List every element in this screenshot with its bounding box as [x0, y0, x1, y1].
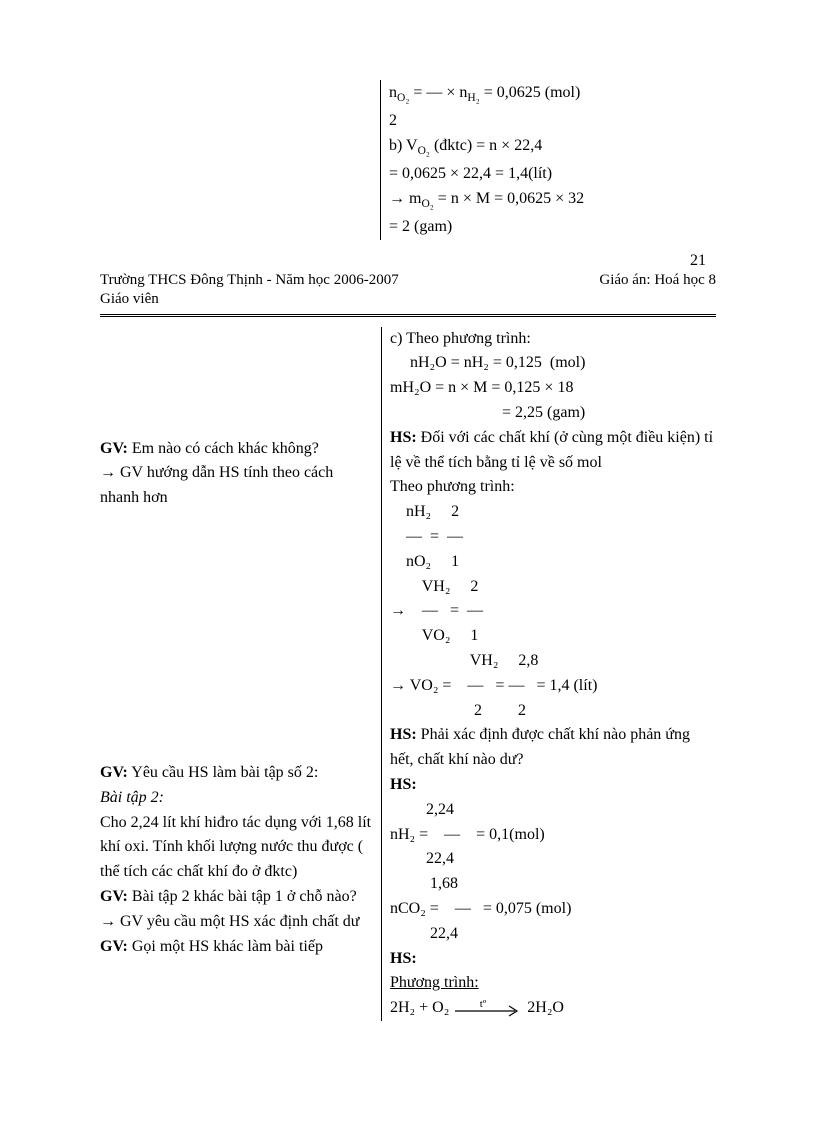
fraction-line: nH₂ = — = 0,1(mol) [390, 823, 716, 848]
solution-line: c) Theo phương trình: [390, 327, 716, 352]
reaction-equation: 2H₂ + O₂ tº 2H₂O [390, 996, 716, 1021]
fraction-line: 1,68 [390, 872, 716, 897]
student-answer: HS: Đối với các chất khí (ở cùng một điề… [390, 426, 716, 476]
header-right: Giáo án: Hoá học 8 [599, 272, 716, 289]
header-row: Trường THCS Đông Thịnh - Năm học 2006-20… [100, 272, 716, 291]
left-column: GV: Em nào có cách khác không? → GV hướn… [100, 327, 381, 1021]
equation-label: Phương trình: [390, 971, 716, 996]
fraction-line: nO₂ 1 [390, 550, 716, 575]
student-label: HS: [390, 773, 716, 798]
fraction-line: — = — [390, 525, 716, 550]
student-answer: HS: Phải xác định được chất khí nào phản… [390, 723, 716, 773]
teacher-prompt: GV: Em nào có cách khác không? [100, 437, 375, 462]
eq-line: → mO₂ = n × M = 0,0625 × 32 [389, 186, 716, 214]
fraction-line: VO₂ 1 [390, 624, 716, 649]
header-left: Trường THCS Đông Thịnh - Năm học 2006-20… [100, 272, 399, 289]
spacer [100, 511, 375, 761]
fraction-line: → VO₂ = — = — = 1,4 (lít) [390, 674, 716, 699]
teacher-prompt: GV: Yêu cầu HS làm bài tập số 2: [100, 761, 375, 786]
eq-line: 2 [389, 108, 716, 134]
arrow-condition: tº [480, 999, 487, 1010]
teacher-prompt: GV: Gọi một HS khác làm bài tiếp [100, 935, 375, 960]
eq-line: = 2 (gam) [389, 214, 716, 240]
right-column: c) Theo phương trình: nH₂O = nH₂ = 0,125… [381, 327, 716, 1021]
fraction-line: → — = — [390, 599, 716, 624]
eq-line: b) VO₂ (đktc) = n × 22,4 [389, 133, 716, 161]
page: nO₂ = — × nH₂ = 0,0625 (mol) 2 b) VO₂ (đ… [0, 0, 816, 1081]
fraction-line: 22,4 [390, 922, 716, 947]
top-continuation-block: nO₂ = — × nH₂ = 0,0625 (mol) 2 b) VO₂ (đ… [380, 80, 716, 240]
teacher-note: → GV yêu cầu một HS xác định chất dư [100, 910, 375, 935]
solution-line: Theo phương trình: [390, 475, 716, 500]
fraction-line: VH₂ 2,8 [390, 649, 716, 674]
fraction-line: nCO₂ = — = 0,075 (mol) [390, 897, 716, 922]
fraction-line: 22,4 [390, 847, 716, 872]
solution-line: mH₂O = n × M = 0,125 × 18 [390, 376, 716, 401]
teacher-note: → GV hướng dẫn HS tính theo cách nhanh h… [100, 461, 375, 511]
reaction-arrow-icon: tº [453, 999, 523, 1017]
fraction-line: 2,24 [390, 798, 716, 823]
fraction-line: VH₂ 2 [390, 575, 716, 600]
teacher-prompt: GV: Bài tập 2 khác bài tập 1 ở chỗ nào? [100, 885, 375, 910]
eq-line: nO₂ = — × nH₂ = 0,0625 (mol) [389, 80, 716, 108]
student-label: HS: [390, 947, 716, 972]
eq-line: = 0,0625 × 22,4 = 1,4(lít) [389, 161, 716, 187]
solution-line: nH₂O = nH₂ = 0,125 (mol) [390, 351, 716, 376]
exercise-title: Bài tập 2: [100, 786, 375, 811]
divider [100, 314, 716, 317]
header-below: Giáo viên [100, 291, 716, 308]
exercise-text: Cho 2,24 lít khí hiđro tác dụng với 1,68… [100, 811, 375, 885]
page-number: 21 [100, 252, 716, 270]
fraction-line: 2 2 [390, 699, 716, 724]
two-column-body: GV: Em nào có cách khác không? → GV hướn… [100, 327, 716, 1021]
fraction-line: nH₂ 2 [390, 500, 716, 525]
solution-line: = 2,25 (gam) [390, 401, 716, 426]
